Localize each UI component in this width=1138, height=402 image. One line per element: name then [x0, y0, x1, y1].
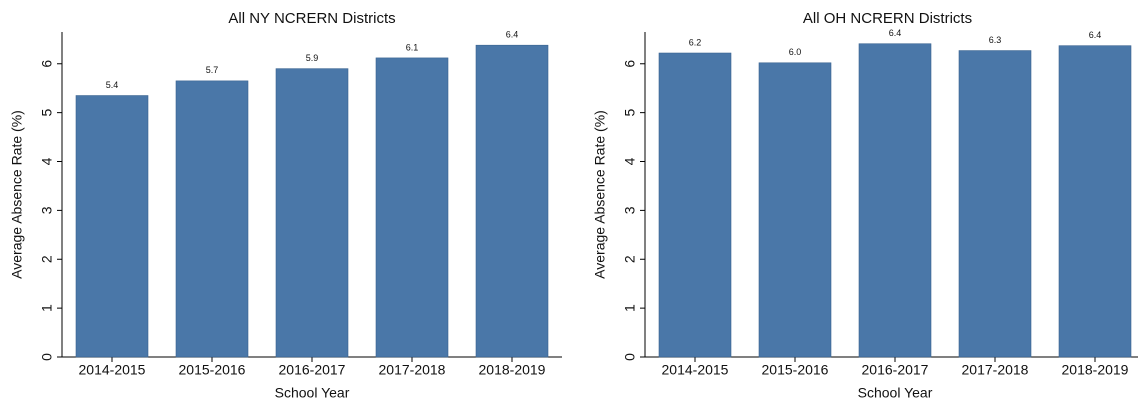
y-tick-label: 4 [39, 157, 55, 165]
y-axis-label: Average Absence Rate (%) [9, 110, 25, 279]
y-tick-label: 4 [622, 157, 638, 165]
y-tick-label: 2 [39, 255, 55, 263]
y-tick-label: 6 [39, 60, 55, 68]
bar [75, 95, 149, 358]
y-tick-label: 3 [39, 206, 55, 214]
y-tick-label: 2 [622, 255, 638, 263]
data-label: 6.2 [689, 37, 702, 47]
x-tick-label: 2018-2019 [1062, 362, 1129, 378]
x-tick-label: 2017-2018 [379, 362, 446, 378]
data-label: 5.4 [106, 80, 119, 90]
y-tick-label: 6 [622, 60, 638, 68]
x-tick-label: 2016-2017 [279, 362, 346, 378]
chart-title: All OH NCRERN Districts [803, 10, 972, 27]
bar [175, 80, 249, 358]
y-tick-label: 0 [622, 353, 638, 361]
data-label: 6.3 [989, 35, 1002, 45]
bar [858, 43, 932, 358]
data-label: 5.7 [206, 65, 219, 75]
bar [658, 52, 732, 358]
data-label: 5.9 [306, 53, 319, 63]
x-axis-label: School Year [858, 385, 933, 401]
bar [758, 62, 832, 358]
data-label: 6.4 [506, 30, 519, 40]
x-tick-label: 2014-2015 [662, 362, 729, 378]
y-tick-label: 1 [622, 304, 638, 312]
x-axis-label: School Year [275, 385, 350, 401]
x-tick-label: 2015-2016 [179, 362, 246, 378]
x-tick-label: 2016-2017 [862, 362, 929, 378]
y-axis-label: Average Absence Rate (%) [592, 110, 608, 279]
x-tick-label: 2015-2016 [762, 362, 829, 378]
x-tick-label: 2014-2015 [79, 362, 146, 378]
bar [475, 44, 549, 358]
y-tick-label: 0 [39, 353, 55, 361]
y-tick-label: 5 [39, 109, 55, 117]
bar [375, 57, 449, 358]
bar [1058, 45, 1132, 358]
y-tick-label: 5 [622, 109, 638, 117]
x-tick-label: 2018-2019 [479, 362, 546, 378]
x-tick-label: 2017-2018 [962, 362, 1029, 378]
y-tick-label: 3 [622, 206, 638, 214]
y-tick-label: 1 [39, 304, 55, 312]
data-label: 6.4 [889, 28, 902, 38]
data-label: 6.4 [1089, 30, 1102, 40]
data-label: 6.0 [789, 47, 802, 57]
bar [958, 50, 1032, 358]
data-label: 6.1 [406, 42, 419, 52]
chart-title: All NY NCRERN Districts [228, 10, 395, 27]
bar [275, 68, 349, 358]
